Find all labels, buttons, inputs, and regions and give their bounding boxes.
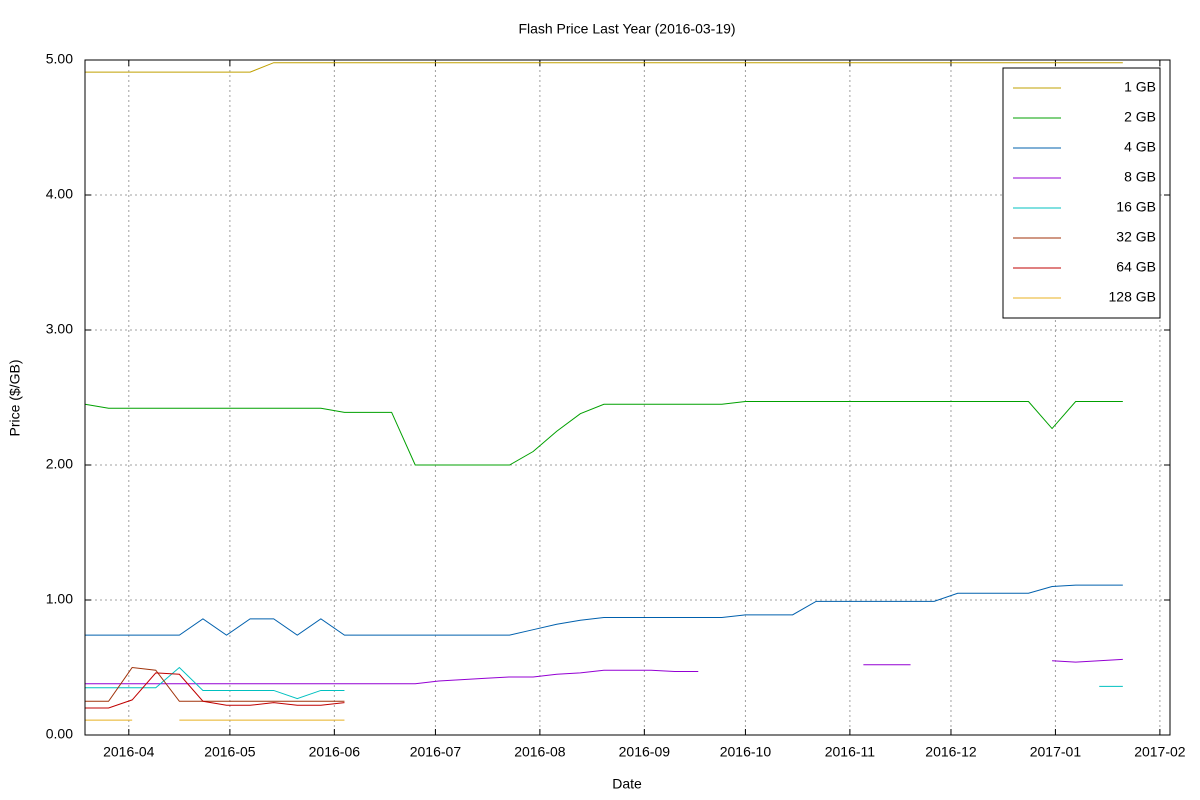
legend-label: 1 GB — [1124, 79, 1156, 95]
legend-label: 64 GB — [1116, 259, 1156, 275]
x-tick-label: 2016-10 — [720, 744, 772, 760]
series-line — [85, 62, 1123, 73]
x-axis-title: Date — [612, 776, 642, 792]
legend-label: 32 GB — [1116, 229, 1156, 245]
legend-label: 128 GB — [1109, 289, 1156, 305]
x-tick-label: 2016-05 — [204, 744, 256, 760]
legend-label: 16 GB — [1116, 199, 1156, 215]
y-tick-label: 5.00 — [46, 51, 73, 67]
x-tick-label: 2016-04 — [103, 744, 155, 760]
legend-label: 4 GB — [1124, 139, 1156, 155]
chart-title: Flash Price Last Year (2016-03-19) — [518, 21, 735, 37]
y-tick-label: 1.00 — [46, 591, 73, 607]
series-line — [85, 584, 1123, 636]
x-tick-label: 2016-08 — [514, 744, 566, 760]
y-tick-label: 2.00 — [46, 456, 73, 472]
series-line — [85, 658, 1123, 685]
series-line — [84, 401, 1123, 466]
legend-box — [1002, 67, 1161, 319]
x-tick-label: 2017-02 — [1134, 744, 1186, 760]
x-tick-label: 2016-06 — [309, 744, 361, 760]
y-tick-label: 3.00 — [46, 321, 73, 337]
x-tick-label: 2016-07 — [410, 744, 462, 760]
x-tick-label: 2016-11 — [825, 744, 876, 760]
x-tick-label: 2016-09 — [619, 744, 671, 760]
y-tick-label: 4.00 — [46, 186, 73, 202]
y-axis-title: Price ($/GB) — [7, 359, 23, 436]
y-tick-label: 0.00 — [46, 726, 73, 742]
series-line — [85, 666, 1123, 700]
legend-label: 8 GB — [1124, 169, 1156, 185]
plot-border — [84, 59, 1171, 736]
legend-label: 2 GB — [1124, 109, 1156, 125]
series-line — [85, 672, 345, 709]
x-tick-label: 2017-01 — [1030, 744, 1082, 760]
series-line — [85, 666, 345, 702]
x-tick-label: 2016-12 — [925, 744, 977, 760]
